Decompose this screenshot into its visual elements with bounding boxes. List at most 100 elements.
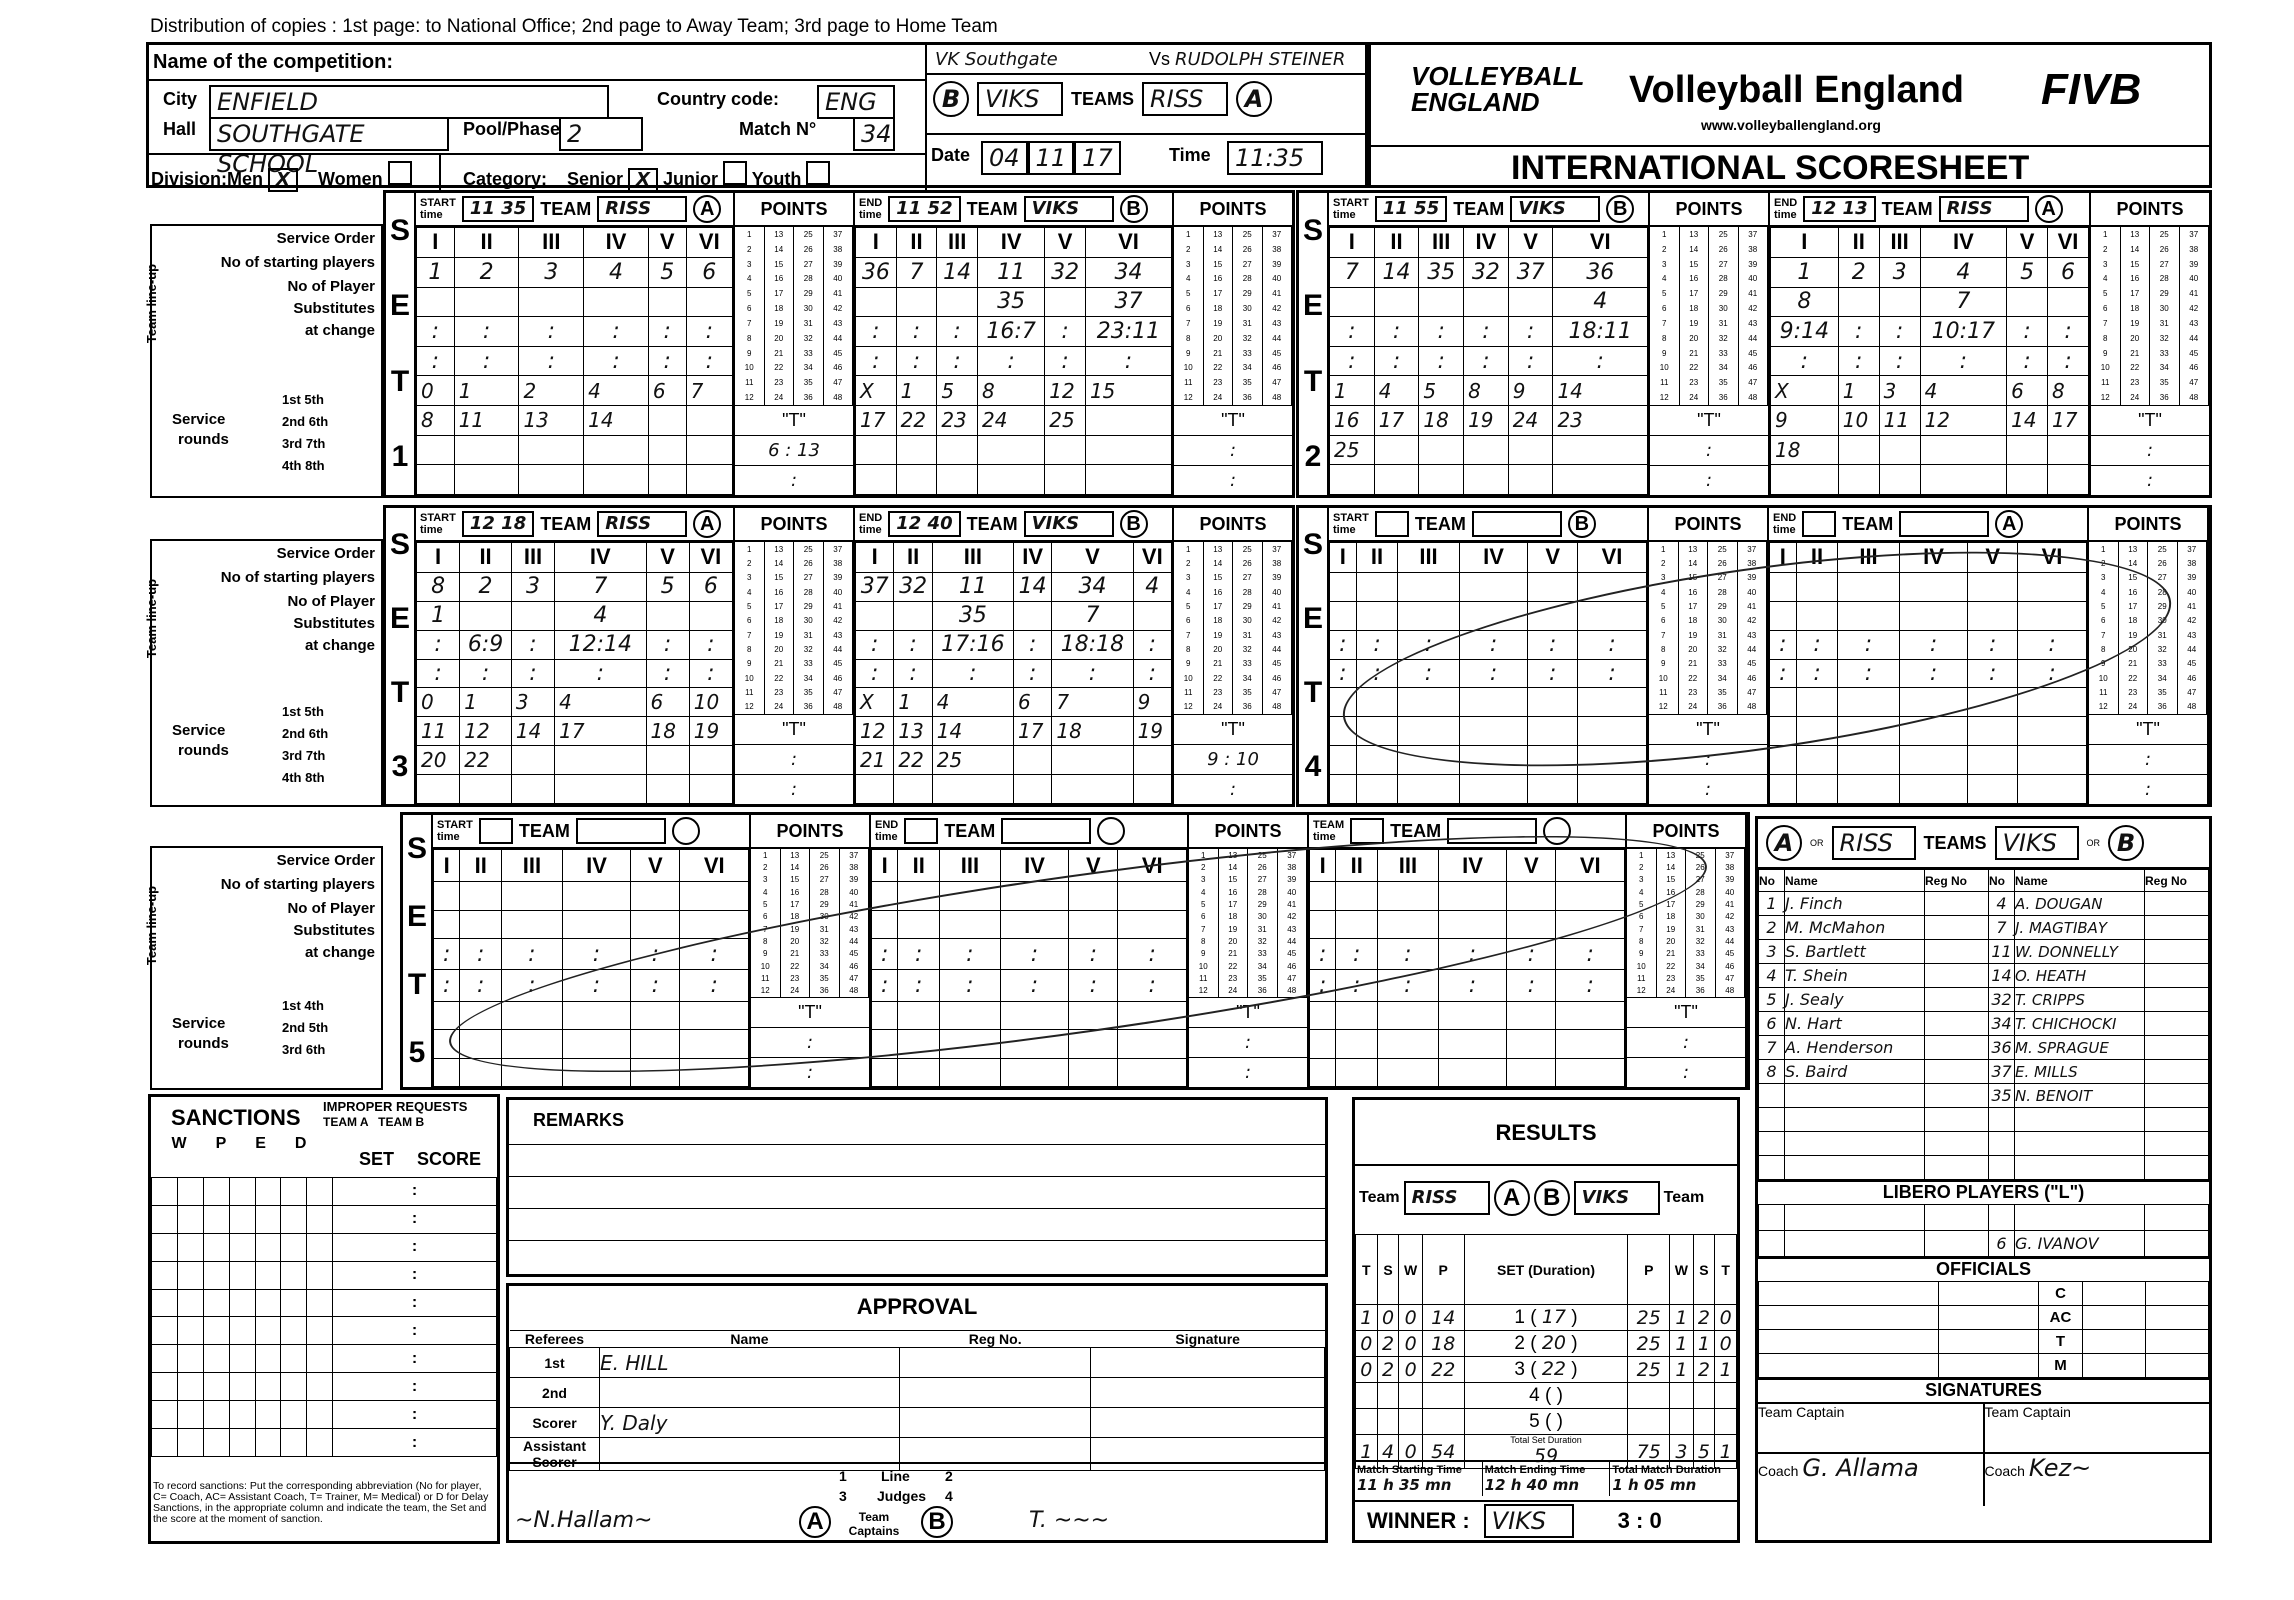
sanction-cell[interactable]: [228, 1344, 256, 1374]
service-round-cell[interactable]: [1837, 464, 1880, 495]
service-round-cell[interactable]: 18: [1051, 716, 1134, 747]
service-round-cell[interactable]: [893, 774, 933, 804]
score2-cell[interactable]: :: [1506, 969, 1557, 1002]
service-round-cell[interactable]: [1044, 434, 1086, 466]
lineup-cell[interactable]: [459, 881, 503, 911]
sanction-cell[interactable]: [280, 1400, 308, 1430]
subs-cell[interactable]: [647, 286, 687, 318]
service-round-cell[interactable]: X: [855, 375, 897, 407]
sanction-cell[interactable]: [202, 1232, 230, 1262]
service-round-cell[interactable]: [2017, 687, 2087, 718]
service-round-cell[interactable]: [1335, 1000, 1379, 1031]
timeout-1[interactable]: :: [1627, 1027, 1745, 1057]
service-round-cell[interactable]: 3: [510, 687, 556, 718]
service-round-cell[interactable]: [1967, 716, 2019, 747]
score2-cell[interactable]: :: [2047, 345, 2089, 377]
subs-cell[interactable]: [897, 909, 941, 940]
service-round-cell[interactable]: [2017, 716, 2087, 747]
sanction-cell[interactable]: [202, 1177, 230, 1206]
service-round-cell[interactable]: [855, 464, 897, 495]
official-name[interactable]: [599, 1437, 900, 1471]
service-round-cell[interactable]: 23: [1552, 405, 1648, 436]
lineup-cell[interactable]: [1329, 571, 1357, 602]
service-round-cell[interactable]: [1555, 1000, 1625, 1031]
score2-cell[interactable]: :: [685, 345, 734, 377]
subs-cell[interactable]: [2047, 286, 2089, 318]
score1-cell[interactable]: :: [1795, 629, 1839, 660]
set-time-field[interactable]: 12 13: [1803, 196, 1876, 222]
service-round-cell[interactable]: 14: [2006, 405, 2049, 436]
service-round-cell[interactable]: [999, 1057, 1070, 1087]
service-round-cell[interactable]: 25: [931, 745, 1014, 776]
service-round-cell[interactable]: 23: [936, 405, 978, 436]
timeout-2[interactable]: :: [735, 774, 853, 804]
youth-checkbox[interactable]: [806, 161, 831, 185]
score1-cell[interactable]: :: [416, 316, 455, 347]
score1-cell[interactable]: :: [1577, 629, 1647, 660]
subs-cell[interactable]: [1967, 600, 2019, 631]
score1-cell[interactable]: :: [1012, 629, 1053, 660]
timeout-1[interactable]: :: [2091, 435, 2209, 465]
timeout-2[interactable]: :: [1174, 774, 1292, 804]
service-round-cell[interactable]: [2017, 774, 2087, 804]
score1-cell[interactable]: :: [1068, 938, 1119, 971]
subs-cell[interactable]: [870, 909, 899, 940]
sanction-cell[interactable]: [280, 1204, 308, 1234]
score1-cell[interactable]: :: [1555, 938, 1625, 971]
score2-cell[interactable]: :: [1458, 658, 1529, 689]
lineup-cell[interactable]: [1898, 571, 1969, 602]
set-time-field[interactable]: [904, 818, 939, 844]
score1-cell[interactable]: :: [645, 629, 690, 660]
lineup-cell[interactable]: 4: [583, 256, 649, 288]
service-round-cell[interactable]: [1463, 434, 1509, 466]
score2-cell[interactable]: :: [432, 969, 461, 1002]
service-round-cell[interactable]: 25: [1329, 434, 1375, 466]
service-round-cell[interactable]: [936, 464, 978, 495]
team-right-name[interactable]: RISS: [1142, 82, 1228, 116]
service-round-cell[interactable]: [855, 434, 897, 466]
score2-cell[interactable]: :: [630, 969, 681, 1002]
lineup-cell[interactable]: 11: [931, 571, 1014, 602]
lineup-cell[interactable]: [1837, 571, 1900, 602]
set-time-field[interactable]: 11 52: [888, 196, 961, 222]
senior-checkbox[interactable]: X: [628, 168, 658, 192]
sanction-cell[interactable]: [202, 1344, 230, 1374]
service-round-cell[interactable]: 12: [1919, 405, 2008, 436]
service-round-cell[interactable]: [1555, 1057, 1625, 1087]
sanction-cell[interactable]: [151, 1204, 178, 1234]
timeout-1[interactable]: 6 : 13: [735, 435, 853, 465]
sanction-cell[interactable]: :: [332, 1344, 497, 1374]
subs-cell[interactable]: [1044, 286, 1086, 318]
service-round-cell[interactable]: [1527, 687, 1579, 718]
sanction-cell[interactable]: [202, 1428, 230, 1457]
service-round-cell[interactable]: 18: [645, 716, 690, 747]
subs-cell[interactable]: [1308, 909, 1337, 940]
service-round-cell[interactable]: [1355, 687, 1399, 718]
lineup-cell[interactable]: 6: [688, 571, 734, 602]
service-round-cell[interactable]: 14: [931, 716, 1014, 747]
men-checkbox[interactable]: X: [268, 168, 298, 192]
lineup-cell[interactable]: 4: [1919, 256, 2008, 288]
subs-cell[interactable]: [630, 909, 681, 940]
captain-b-sign-box[interactable]: Team Captain: [1985, 1404, 2210, 1452]
service-round-cell[interactable]: [1084, 464, 1173, 495]
service-round-cell[interactable]: [1463, 464, 1509, 495]
score1-cell[interactable]: :: [854, 629, 895, 660]
lineup-cell[interactable]: 1: [1770, 256, 1839, 288]
score2-cell[interactable]: :: [1552, 345, 1648, 377]
score1-cell[interactable]: :: [688, 629, 734, 660]
service-round-cell[interactable]: 1: [1329, 375, 1375, 407]
timeout-2[interactable]: :: [1189, 1057, 1307, 1087]
subs-cell[interactable]: [459, 909, 503, 940]
sanction-cell[interactable]: :: [332, 1232, 497, 1262]
service-round-cell[interactable]: 16: [1329, 405, 1375, 436]
service-round-cell[interactable]: [1084, 405, 1173, 436]
service-round-cell[interactable]: [1329, 774, 1357, 804]
lineup-cell[interactable]: 5: [2006, 256, 2049, 288]
subs-cell[interactable]: [2006, 286, 2049, 318]
set-time-field[interactable]: [1374, 511, 1409, 537]
service-round-cell[interactable]: [583, 434, 649, 466]
lineup-cell[interactable]: [1577, 571, 1647, 602]
score1-cell[interactable]: :: [685, 316, 734, 347]
score2-cell[interactable]: :: [1837, 658, 1900, 689]
